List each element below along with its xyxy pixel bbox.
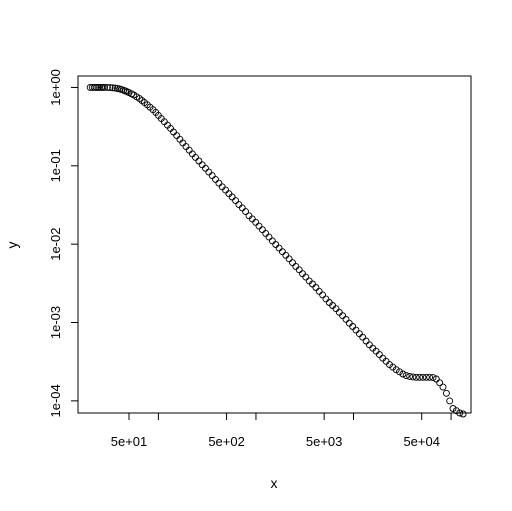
data-point-112 [426, 373, 434, 381]
data-point-122 [459, 410, 467, 418]
data-point-64 [265, 233, 273, 241]
data-point-111 [422, 373, 430, 381]
data-point-115 [436, 379, 444, 387]
data-point-2 [90, 83, 98, 91]
data-point-70 [285, 255, 293, 263]
data-point-103 [396, 368, 403, 376]
data-point-57 [242, 208, 250, 216]
data-point-9 [103, 83, 111, 91]
data-point-86 [339, 312, 347, 320]
x-axis: 5e+01 5e+02 5e+03 5e+04 [111, 412, 452, 449]
data-point-12 [111, 84, 119, 92]
x-tick-label: 5e+04 [403, 434, 440, 449]
data-point-90 [352, 326, 360, 334]
data-point-75 [302, 273, 310, 281]
x-tick-label: 5e+03 [306, 434, 343, 449]
data-point-11 [109, 84, 117, 92]
data-point-110 [419, 373, 427, 381]
data-point-66 [272, 241, 280, 248]
data-point-61 [255, 222, 263, 230]
data-point-113 [429, 374, 437, 382]
data-point-53 [228, 193, 236, 201]
x-axis-title: x [271, 475, 278, 491]
data-points [86, 83, 467, 418]
data-point-116 [439, 383, 447, 391]
y-tick-label: 1e-04 [48, 384, 63, 417]
data-point-119 [449, 405, 457, 412]
data-point-48 [212, 175, 219, 183]
y-axis: 1e+00 1e-01 1e-02 1e-03 1e-04 [48, 69, 79, 417]
y-tick-label: 1e-02 [48, 228, 63, 261]
data-point-108 [412, 373, 420, 381]
data-point-79 [315, 287, 323, 295]
data-point-81 [322, 295, 330, 303]
data-point-109 [416, 373, 424, 381]
y-tick-label: 1e-03 [48, 306, 63, 339]
x-tick-label: 5e+02 [208, 434, 245, 449]
data-point-105 [402, 372, 410, 380]
data-point-42 [192, 153, 199, 161]
data-point-92 [359, 333, 367, 341]
y-axis-title: y [4, 242, 20, 249]
data-point-97 [375, 351, 383, 359]
data-point-118 [446, 397, 454, 405]
data-point-3 [92, 83, 100, 91]
data-point-114 [432, 375, 440, 383]
data-point-104 [399, 370, 407, 378]
y-tick-label: 1e+00 [48, 69, 63, 106]
data-point-106 [406, 372, 414, 380]
y-tick-label: 1e-01 [48, 149, 63, 182]
data-point-68 [278, 248, 286, 256]
data-point-10 [106, 84, 114, 92]
x-tick-label: 5e+01 [111, 434, 148, 449]
data-point-117 [442, 389, 450, 397]
data-point-107 [409, 373, 417, 381]
